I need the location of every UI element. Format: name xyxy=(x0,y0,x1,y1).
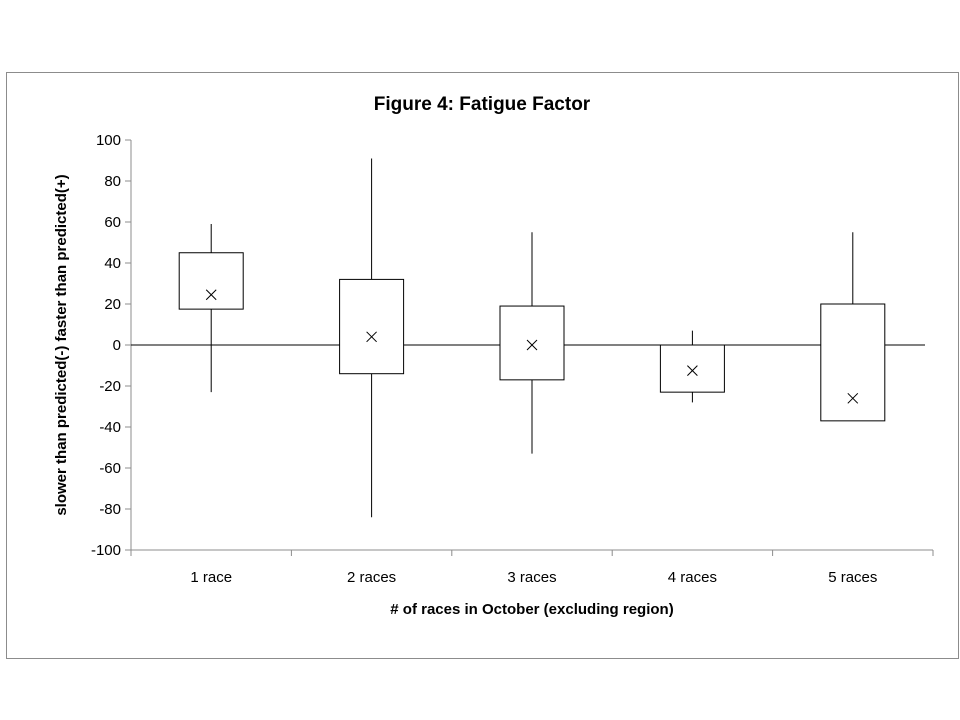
y-tick-label: 0 xyxy=(113,337,121,354)
y-tick-label: -100 xyxy=(91,542,121,559)
marks-layer xyxy=(178,158,886,518)
y-tick-label: 20 xyxy=(104,296,121,313)
y-tick-label: 40 xyxy=(104,255,121,272)
box-group-1 xyxy=(178,224,244,393)
box-rect xyxy=(659,344,725,393)
ticks-layer: 100 80 60 40 20 0 -20 -40 -60 -80 -100 1 race 2 race… xyxy=(91,132,934,586)
box-rect xyxy=(178,252,244,310)
y-tick-label: -80 xyxy=(99,501,121,518)
chart-frame xyxy=(6,72,959,659)
mean-marker xyxy=(205,289,217,301)
mean-marker xyxy=(366,331,377,343)
mean-marker xyxy=(847,392,859,404)
box-rect xyxy=(820,303,886,422)
mean-marker xyxy=(526,339,538,351)
x-axis-label: # of races in October (excluding region) xyxy=(390,601,673,618)
y-tick-label: 100 xyxy=(96,132,121,149)
y-tick-label: -60 xyxy=(99,460,121,477)
y-axis-label: slower than predicted(-) faster than pre… xyxy=(53,174,70,515)
chart-title: Figure 4: Fatigue Factor xyxy=(374,94,591,115)
x-tick-label: 5 races xyxy=(828,569,877,586)
y-tick-label: -20 xyxy=(99,378,121,395)
x-tick-label: 4 races xyxy=(668,569,717,586)
box-group-5 xyxy=(820,232,886,422)
y-tick-label: 60 xyxy=(104,214,121,231)
x-tick-label: 1 race xyxy=(190,569,232,586)
box-rect xyxy=(499,305,565,381)
box-group-4 xyxy=(659,330,725,403)
box-rect xyxy=(339,278,405,375)
box-group-2 xyxy=(339,158,405,518)
mean-marker xyxy=(687,365,698,376)
y-tick-label: 80 xyxy=(104,173,121,190)
y-tick-label: -40 xyxy=(99,419,121,436)
box-group-3 xyxy=(499,232,565,454)
x-tick-label: 2 races xyxy=(347,569,396,586)
x-tick-label: 3 races xyxy=(507,569,556,586)
